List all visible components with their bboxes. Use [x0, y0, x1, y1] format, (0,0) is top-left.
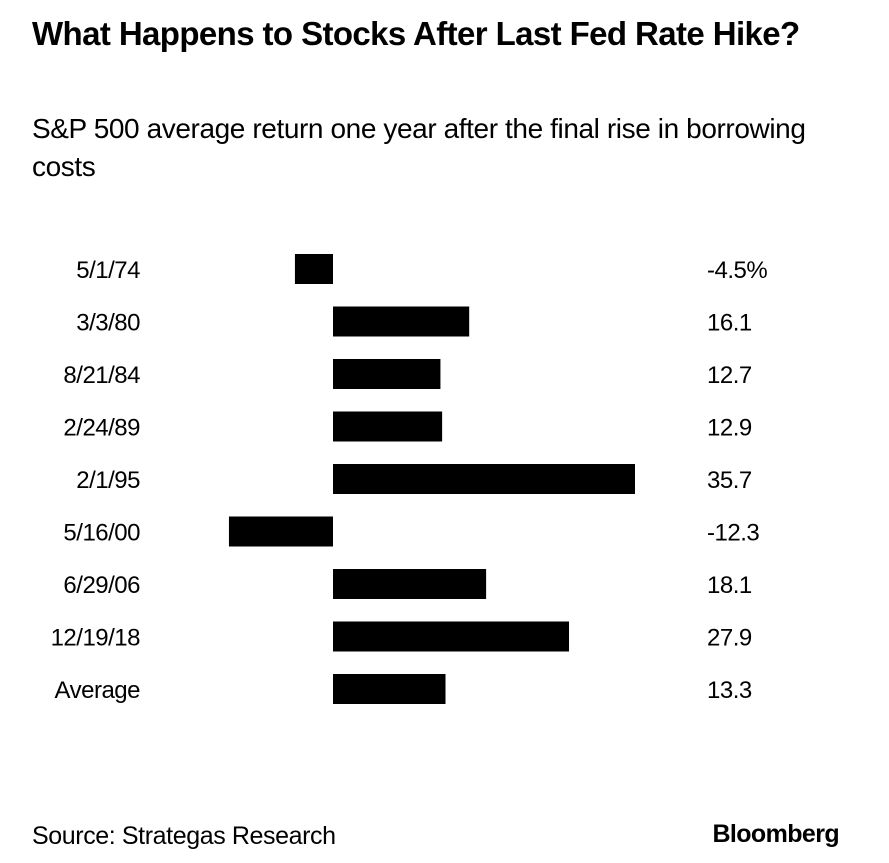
bar-1: [333, 306, 470, 337]
value-label-8: 13.3: [707, 677, 752, 704]
category-label-6: 6/29/06: [63, 572, 140, 599]
bar-5: [228, 516, 333, 547]
bar-6: [333, 569, 487, 599]
bar-3: [333, 411, 443, 442]
value-label-2: 12.7: [707, 362, 752, 389]
category-label-4: 2/1/95: [76, 467, 140, 494]
source-note: Source: Strategas Research: [32, 822, 336, 850]
category-label-0: 5/1/74: [76, 257, 140, 284]
value-label-3: 12.9: [707, 415, 752, 442]
chart-subtitle: S&P 500 average return one year after th…: [32, 113, 806, 182]
value-label-0: -4.5%: [707, 257, 767, 284]
value-label-1: 16.1: [707, 310, 752, 337]
value-label-4: 35.7: [707, 467, 752, 494]
chart-title: What Happens to Stocks After Last Fed Ra…: [32, 15, 800, 52]
value-label-7: 27.9: [707, 625, 752, 652]
bar-8: [333, 674, 446, 704]
category-label-5: 5/16/00: [63, 520, 140, 547]
category-label-7: 12/19/18: [51, 625, 141, 652]
value-label-6: 18.1: [707, 572, 752, 599]
bar-7: [333, 621, 570, 652]
category-label-2: 8/21/84: [63, 362, 140, 389]
category-label-1: 3/3/80: [76, 310, 140, 337]
category-label-8: Average: [55, 677, 141, 704]
bar-4: [333, 464, 635, 494]
bar-0: [294, 254, 333, 284]
bar-2: [333, 359, 441, 389]
bloomberg-logo: Bloomberg: [712, 820, 839, 848]
category-label-3: 2/24/89: [63, 415, 140, 442]
value-label-5: -12.3: [707, 520, 759, 547]
